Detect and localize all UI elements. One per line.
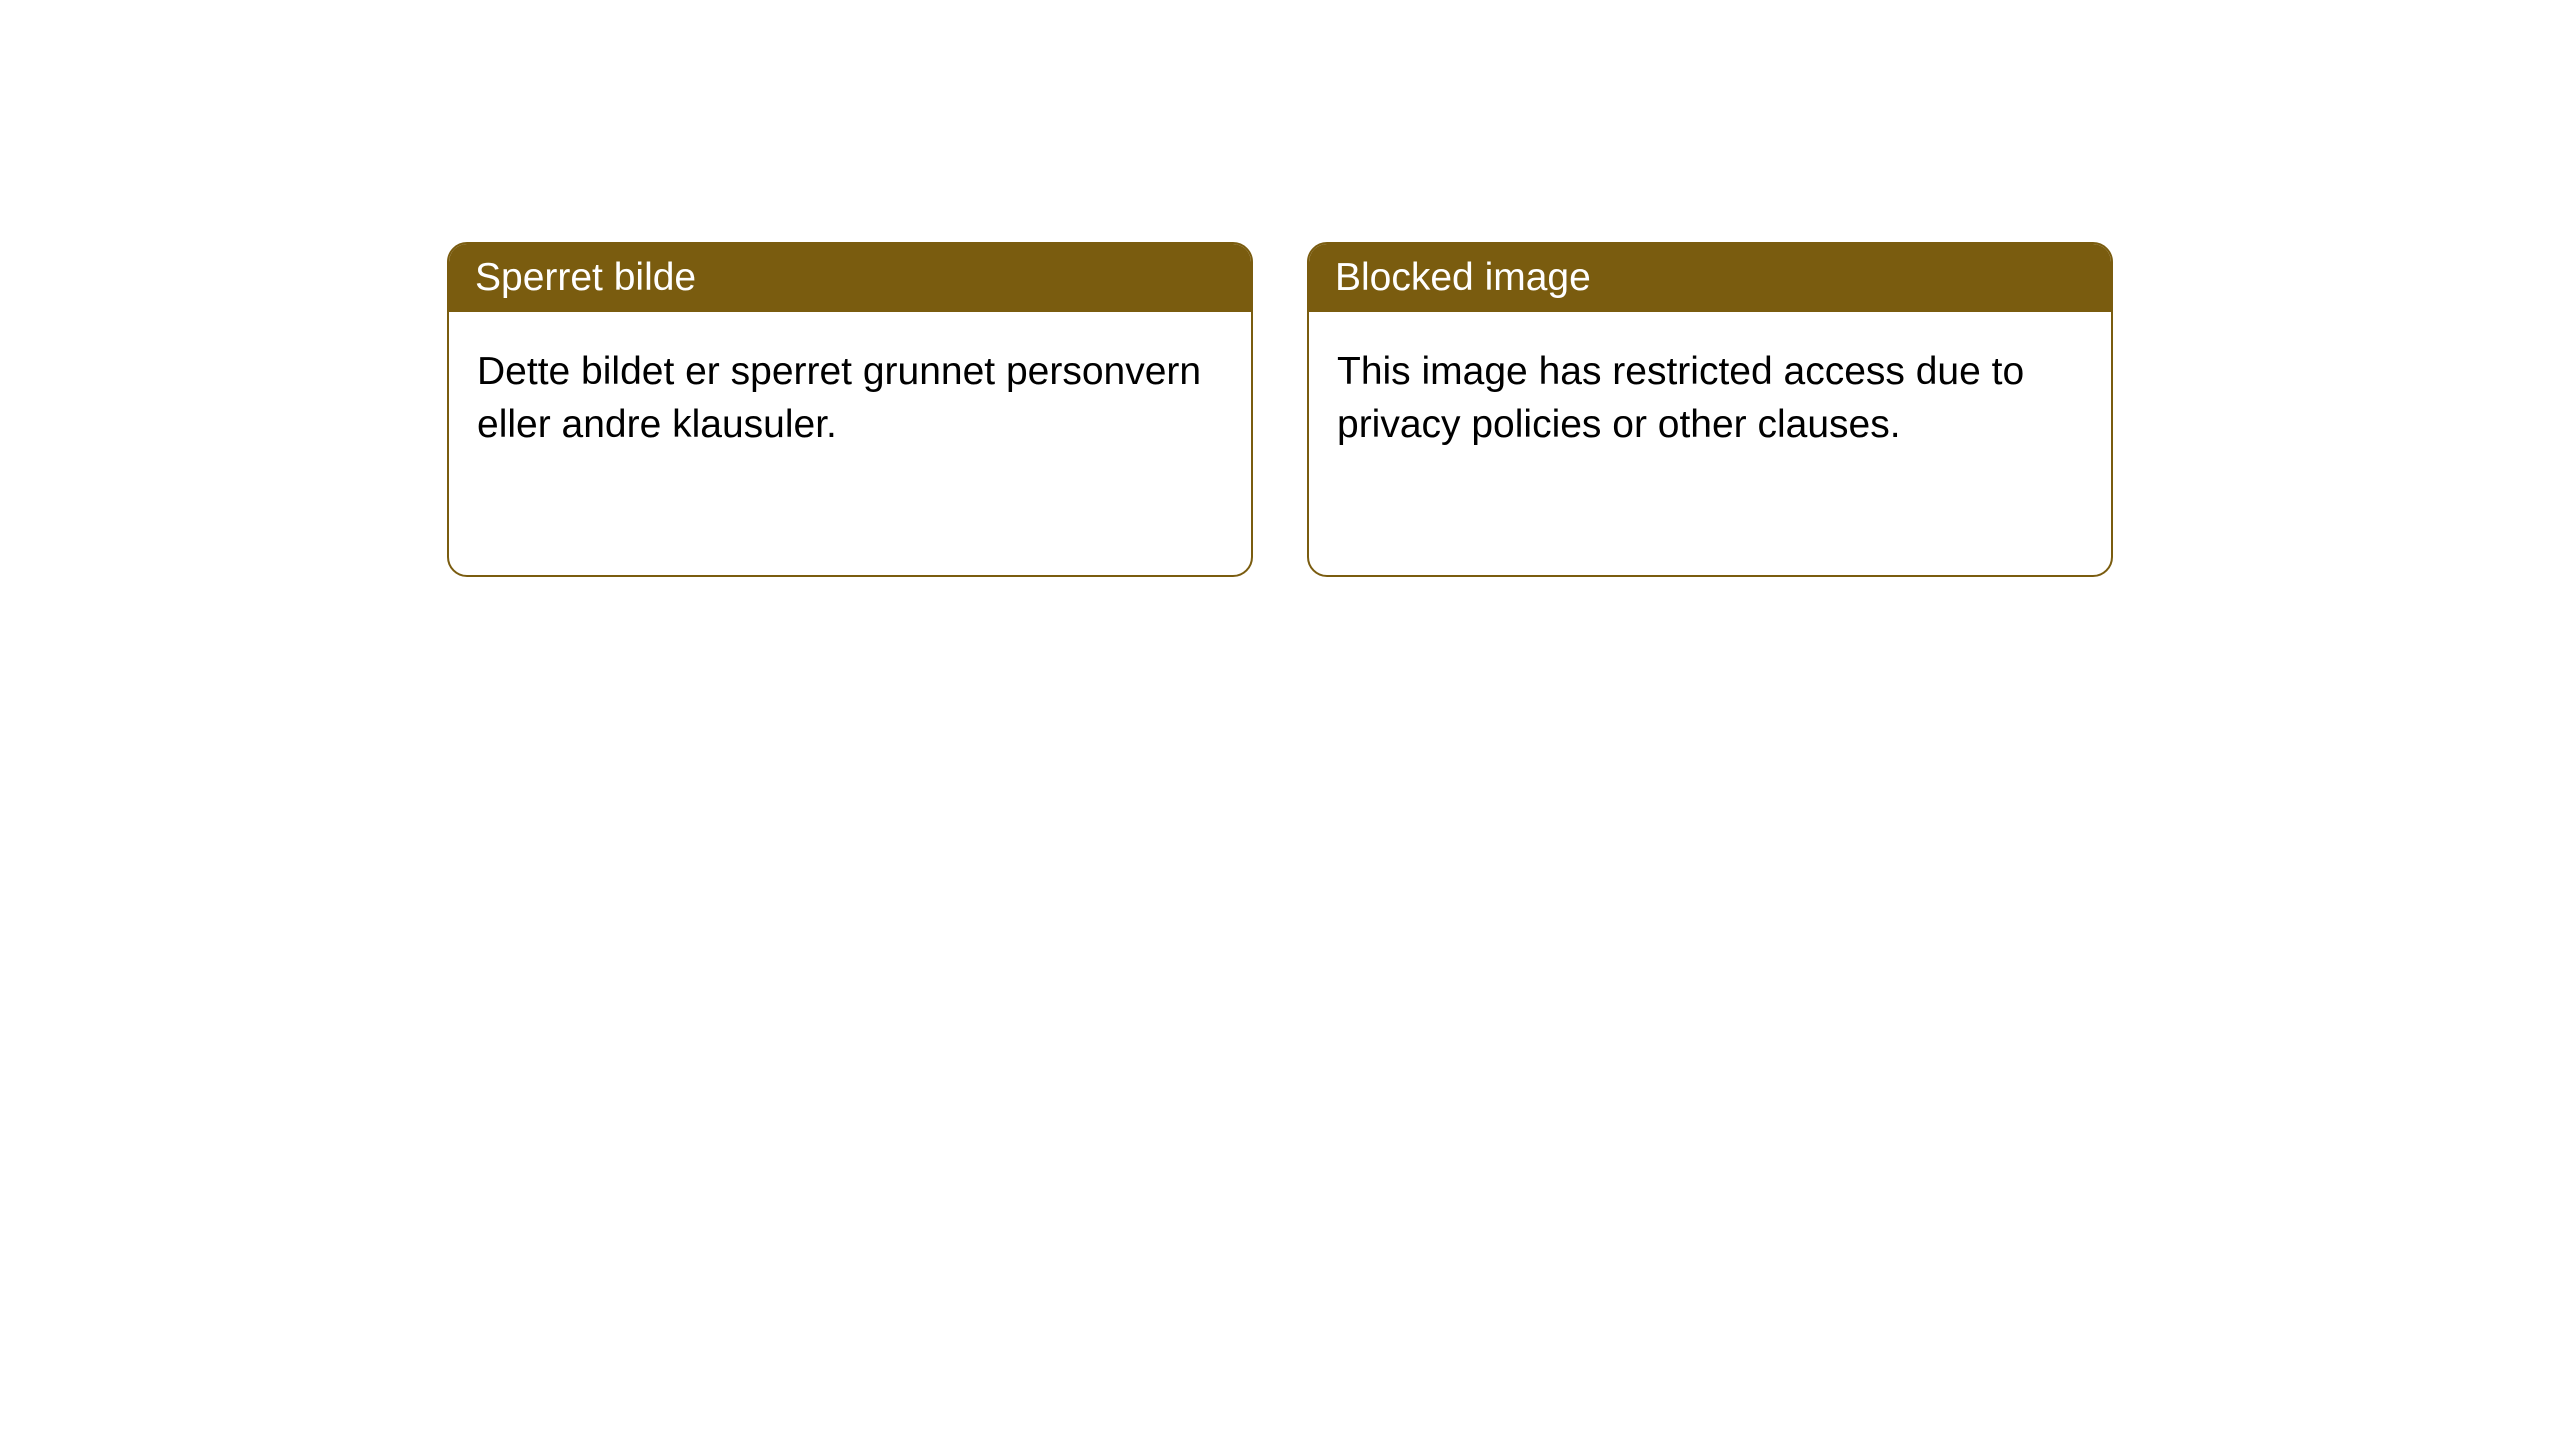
notice-card-title: Blocked image	[1309, 244, 2111, 312]
notice-card-norwegian: Sperret bilde Dette bildet er sperret gr…	[447, 242, 1253, 577]
notice-card-body: Dette bildet er sperret grunnet personve…	[449, 312, 1251, 485]
notice-card-english: Blocked image This image has restricted …	[1307, 242, 2113, 577]
notice-card-body: This image has restricted access due to …	[1309, 312, 2111, 485]
notice-card-title: Sperret bilde	[449, 244, 1251, 312]
notice-container: Sperret bilde Dette bildet er sperret gr…	[0, 0, 2560, 577]
